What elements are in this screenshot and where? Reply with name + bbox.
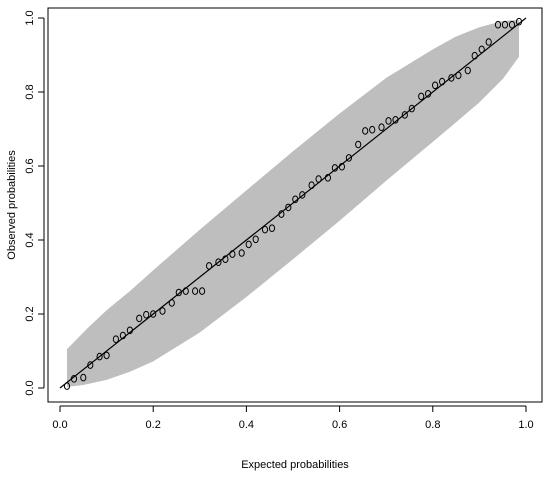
data-point [136, 314, 143, 323]
data-point [238, 249, 245, 257]
data-point [355, 140, 362, 149]
data-point [143, 310, 150, 319]
data-point [508, 20, 516, 29]
y-tick-label: 0.4 [24, 232, 36, 247]
data-point [285, 203, 292, 212]
reference-line [59, 17, 527, 389]
data-point [229, 250, 236, 258]
data-point [478, 45, 485, 54]
data-point [87, 361, 94, 369]
data-point [175, 288, 182, 297]
data-point [515, 17, 523, 26]
data-point [126, 326, 133, 335]
data-point [432, 81, 439, 90]
data-point [308, 181, 315, 189]
y-axis-label: Observed probabilities [6, 150, 18, 260]
data-point [408, 104, 415, 113]
y-tick-label: 0.0 [24, 380, 36, 395]
data-point [150, 310, 157, 318]
data-point [401, 111, 408, 119]
y-tick-label: 1.0 [24, 10, 36, 25]
data-point [455, 71, 462, 80]
x-tick-label: 0.2 [146, 419, 161, 431]
data-point [278, 210, 285, 218]
y-tick-label: 0.8 [24, 84, 36, 99]
data-point [299, 191, 306, 199]
x-tick-label: 1.0 [518, 419, 533, 431]
x-axis: 0.0 0.2 0.4 0.6 0.8 1.0 [52, 405, 534, 431]
data-point [159, 307, 166, 315]
data-point [439, 77, 446, 86]
data-point [425, 90, 432, 98]
data-point [168, 299, 175, 307]
data-point [292, 195, 299, 204]
data-points-layer [63, 17, 523, 390]
data-point [315, 175, 322, 183]
data-point [501, 20, 509, 29]
reference-line-layer [59, 17, 527, 389]
data-point [324, 174, 331, 182]
data-point [471, 51, 478, 60]
data-point [369, 125, 376, 134]
data-point [70, 375, 78, 383]
data-point [199, 287, 206, 295]
data-point [331, 164, 338, 172]
y-tick-label: 0.6 [24, 158, 36, 173]
data-point [96, 352, 103, 361]
y-tick-label: 0.2 [24, 306, 36, 321]
data-point [345, 154, 352, 162]
y-axis: 0.0 0.2 0.4 0.6 0.8 1.0 [24, 10, 45, 396]
x-axis-label: Expected probabilities [241, 459, 349, 471]
data-point [103, 351, 110, 360]
data-point [464, 66, 471, 75]
data-point [119, 331, 127, 340]
data-point [63, 382, 71, 390]
data-point [182, 287, 189, 295]
data-point [252, 235, 259, 244]
plot-frame [47, 7, 543, 403]
data-point [392, 116, 399, 124]
data-point [338, 162, 345, 171]
data-point [80, 373, 87, 382]
data-point [112, 335, 120, 344]
data-point [206, 262, 213, 270]
data-point [385, 117, 392, 125]
data-point [215, 258, 222, 267]
data-point [378, 123, 385, 131]
data-point [485, 38, 492, 46]
data-point [448, 74, 455, 82]
x-tick-label: 0.4 [239, 419, 254, 431]
data-point [418, 92, 425, 101]
data-point [261, 225, 269, 234]
data-point [268, 224, 276, 232]
x-tick-label: 0.8 [425, 419, 440, 431]
x-tick-label: 0.0 [52, 419, 67, 431]
data-point [222, 255, 229, 264]
data-point [494, 20, 502, 29]
data-point [245, 240, 252, 249]
data-point [192, 287, 199, 295]
data-point [362, 127, 369, 135]
x-tick-label: 0.6 [332, 419, 347, 431]
